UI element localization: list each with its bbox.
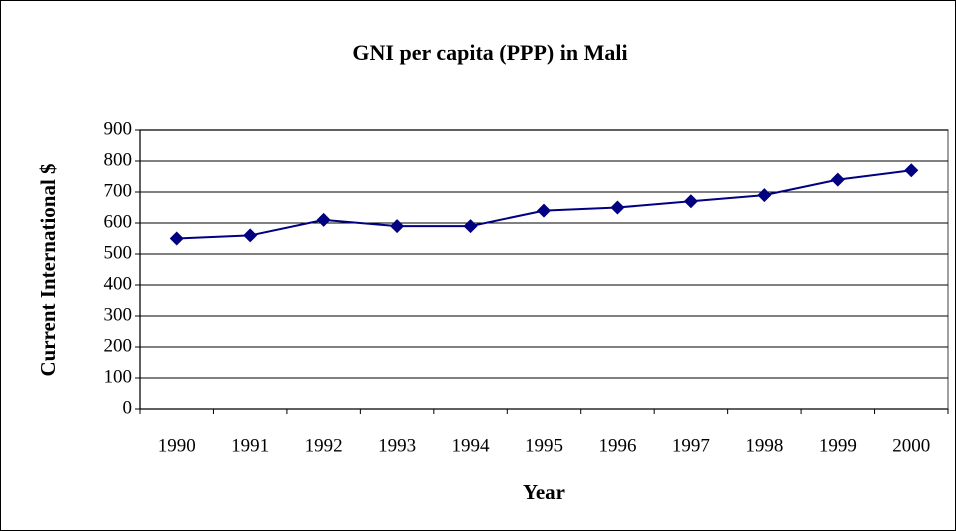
y-tick-label: 600 xyxy=(104,211,133,232)
data-point xyxy=(169,231,184,246)
y-tick-label: 0 xyxy=(123,397,133,418)
x-tick-label: 1998 xyxy=(745,435,783,456)
x-tick-label: 1995 xyxy=(525,435,563,456)
data-point xyxy=(390,219,405,234)
data-point xyxy=(610,200,625,215)
x-axis-label: Year xyxy=(523,480,565,504)
x-tick-label: 1992 xyxy=(305,435,343,456)
x-tick-label: 1993 xyxy=(378,435,416,456)
y-tick-label: 900 xyxy=(104,118,133,139)
y-tick-label: 400 xyxy=(104,273,133,294)
y-tick-label: 500 xyxy=(104,242,133,263)
data-point xyxy=(463,219,478,234)
y-tick-label: 200 xyxy=(104,335,133,356)
y-tick-label: 300 xyxy=(104,304,133,325)
x-tick-label: 1997 xyxy=(672,435,710,456)
data-point xyxy=(757,188,772,203)
data-point xyxy=(537,203,551,218)
data-point xyxy=(683,194,698,209)
y-tick-label: 700 xyxy=(104,180,133,201)
y-tick-label: 800 xyxy=(104,149,133,170)
x-tick-label: 1994 xyxy=(452,435,491,456)
y-axis-label: Current International $ xyxy=(36,163,60,376)
x-tick-label: 1990 xyxy=(158,435,196,456)
x-tick-label: 1991 xyxy=(231,435,269,456)
x-tick-label: 1999 xyxy=(819,435,857,456)
data-point xyxy=(243,228,258,243)
x-tick-label: 2000 xyxy=(892,435,930,456)
plot-area xyxy=(139,129,949,410)
data-point xyxy=(904,163,919,178)
data-point xyxy=(830,172,845,187)
data-point xyxy=(316,212,331,227)
x-tick-label: 1996 xyxy=(598,435,636,456)
y-tick-label: 100 xyxy=(104,366,133,387)
chart-title: GNI per capita (PPP) in Mali xyxy=(352,40,627,65)
